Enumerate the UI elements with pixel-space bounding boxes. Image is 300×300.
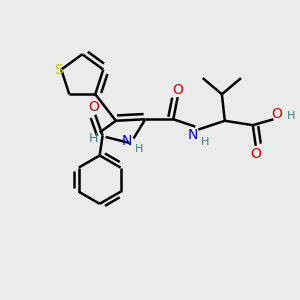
Text: H: H: [287, 111, 295, 121]
Text: N: N: [187, 128, 198, 142]
Text: H: H: [89, 132, 98, 145]
Text: H: H: [135, 144, 144, 154]
Text: O: O: [172, 83, 183, 97]
Text: O: O: [250, 147, 261, 161]
Text: O: O: [271, 107, 282, 121]
Text: S: S: [54, 63, 63, 76]
Text: N: N: [122, 134, 132, 148]
Text: O: O: [88, 100, 99, 114]
Text: H: H: [201, 137, 209, 147]
